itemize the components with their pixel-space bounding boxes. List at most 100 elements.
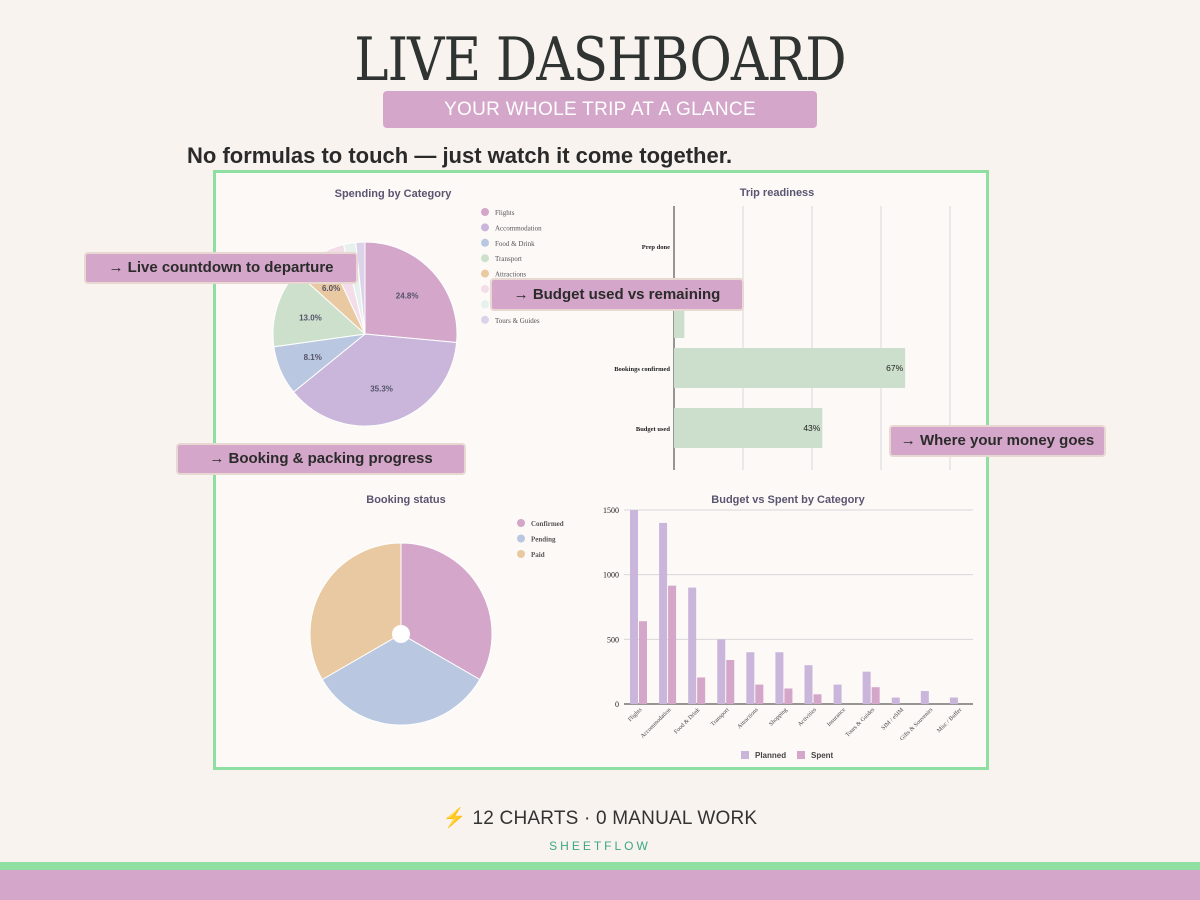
booking-chart-title: Booking status [366,494,445,506]
callout-money: → Where your money goes [889,425,1106,457]
page-subtitle-banner: YOUR WHOLE TRIP AT A GLANCE [383,91,817,128]
pie-center-hole [392,625,410,643]
bar-spent-shopping [784,688,793,704]
x-tick-label: Transport [710,707,731,728]
legend-label-food-drink: Food & Drink [495,240,535,248]
bar-value-label: 67% [886,363,903,373]
pie-slice-label: 6.0% [322,284,340,293]
pie-slice-accommodation [292,333,458,427]
bar-planned-accommodation [659,522,668,704]
callout-money-label: Where your money goes [919,432,1095,449]
legend-swatch [481,208,489,216]
y-tick-label: 1000 [603,571,619,580]
bar-planned-sim-esim [891,697,900,704]
callout-budget: → Budget used vs remaining [490,278,744,311]
bar-planned-insurance [833,684,842,704]
legend-label-tours-guides: Tours & Guides [495,317,540,325]
booking-status-pie-chart: Booking status Confirmed Pending Paid [309,494,564,726]
brand-name: SHEETFLOW [549,839,651,853]
legend-swatch [517,519,525,527]
y-tick-label: 0 [615,700,619,709]
footer-pink-band [0,870,1200,900]
budget-chart-title: Budget vs Spent by Category [711,494,865,506]
bar-planned-attractions [746,652,755,704]
bar-planned-gifts-souvenirs [920,691,929,704]
bar-planned-flights [630,510,638,704]
bar-planned-transport [717,639,726,704]
bar-planned-activities [804,665,813,704]
spending-chart-title: Spending by Category [335,188,453,200]
footer-cta: ⚡ 12 CHARTS · 0 MANUAL WORK [0,806,1200,830]
legend-label-accommodation: Accommodation [495,224,542,232]
callout-countdown-label: Live countdown to departure [127,259,334,276]
x-tick-label: Flights [627,707,644,724]
x-tick-label: Food & Drink [673,707,701,735]
legend-swatch [481,300,489,309]
legend-label-confirmed: Confirmed [531,520,564,528]
tagline: No formulas to touch — just watch it com… [187,143,733,168]
arrow-right-icon: → [209,450,225,467]
bar-planned-shopping [775,652,784,704]
legend-swatch [517,550,525,558]
legend-swatch [481,223,489,232]
pie-slice-label: 24.8% [396,292,419,301]
bar-bookings-confirmed [674,348,906,388]
x-tick-label: SIM / eSIM [881,707,906,732]
legend-label-transport: Transport [495,255,522,263]
bar-spent-flights [639,621,647,704]
bar-item-1 [674,298,685,338]
arrow-right-icon: → [900,432,916,449]
x-tick-label: Tours & Guides [845,707,877,739]
pie-slice-confirmed [400,542,493,681]
y-tick-label: 500 [607,635,619,644]
legend-label-flights: Flights [495,209,515,217]
pie-slice-flights [364,241,458,344]
legend-swatch [481,254,489,263]
category-label: Budget used [636,426,671,433]
bar-spent-attractions [755,684,764,704]
x-tick-label: Attractions [737,707,761,731]
page-title: LIVE DASHBOARD [354,25,846,95]
legend-label-attractions: Attractions [495,271,526,279]
x-tick-label: Activities [797,707,818,728]
legend-swatch [517,534,525,543]
bar-spent-activities [813,694,822,704]
legend-label-paid: Paid [531,551,545,559]
legend-swatch-planned [741,751,749,759]
legend-label-planned: Planned [755,751,786,760]
arrow-right-icon: → [108,259,124,276]
legend-swatch [481,285,489,293]
bar-planned-food-drink [688,587,697,704]
spending-pie-chart: Spending by Category 24.8% 35.3% 8.1% 13.0%… [272,188,542,427]
callout-booking-label: Booking & packing progress [228,450,433,467]
bar-planned-tours-guides [862,671,871,704]
callout-budget-label: Budget used vs remaining [532,286,721,303]
callout-countdown: → Live countdown to departure [84,252,358,284]
bar-value-label: 43% [803,423,820,433]
pie-slice-label: 8.1% [304,353,322,362]
readiness-bar-chart: Trip readiness Prep done Bookings confirm… [614,187,951,470]
legend-label-spent: Spent [811,751,834,760]
bar-spent-tours-guides [871,687,880,704]
x-tick-label: Accommodation [640,707,673,740]
legend-swatch-spent [797,751,805,759]
dashboard-charts: Spending by Category 24.8% 35.3% 8.1% 13.0%… [272,187,973,760]
x-tick-label: Insurance [826,707,847,728]
pie-slice-label: 35.3% [370,385,393,394]
x-tick-label: Shopping [768,707,789,728]
pie-slice-paid [309,542,402,681]
bar-spent-accommodation [668,585,677,704]
footer-green-band [0,862,1200,870]
lightning-bolt-icon: ⚡ [442,808,467,829]
footer-cta-label: 12 CHARTS · 0 MANUAL WORK [472,808,758,829]
category-label: Prep done [642,244,670,251]
arrow-right-icon: → [513,286,529,303]
legend-swatch [481,238,489,247]
callout-booking: → Booking & packing progress [176,443,466,475]
budget-vs-spent-bar-chart: Budget vs Spent by Category 0 500 1000 1500… [603,494,973,760]
y-tick-label: 1500 [603,506,619,515]
legend-swatch [481,269,489,278]
pie-slice-pending [321,633,481,726]
bar-spent-food-drink [697,677,706,704]
x-tick-label: Misc / Buffer [936,706,964,734]
